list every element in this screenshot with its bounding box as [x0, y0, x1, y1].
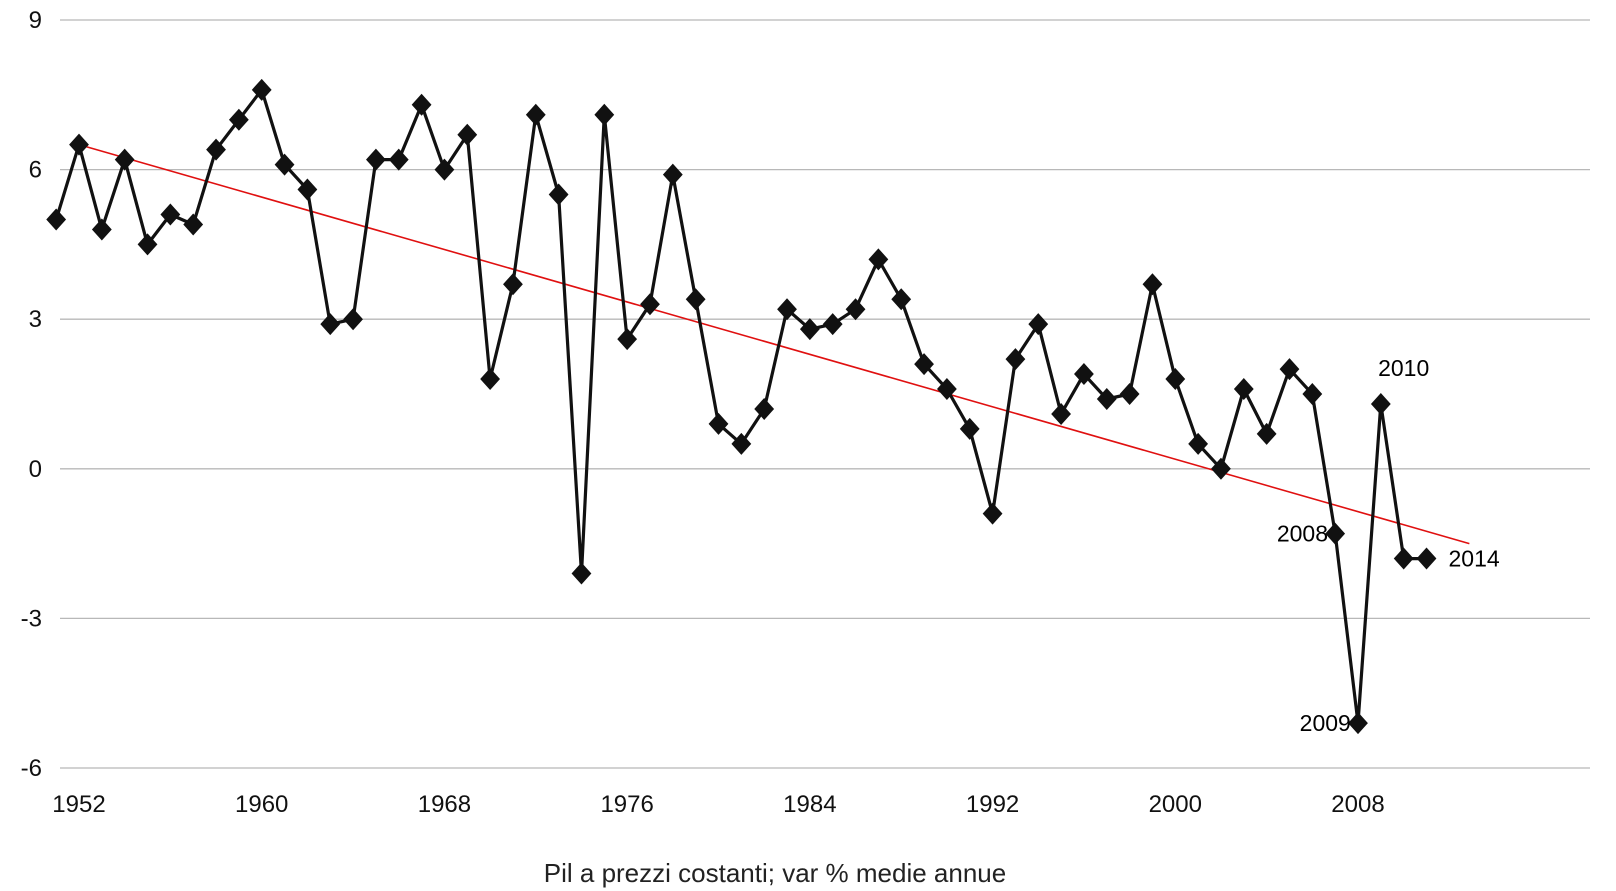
data-point-marker [320, 313, 341, 336]
data-point-marker [69, 133, 89, 156]
data-point-marker [1005, 348, 1026, 371]
annotation-label: 2009 [1300, 710, 1351, 736]
data-point-marker [640, 293, 660, 316]
data-point-marker [1325, 522, 1346, 545]
x-tick-label: 1984 [783, 791, 836, 818]
data-point-marker [411, 93, 432, 116]
y-tick-label: 0 [29, 456, 42, 483]
data-point-marker [936, 378, 957, 401]
data-point-marker [434, 158, 455, 181]
annotation-label: 2014 [1449, 546, 1500, 572]
data-point-marker [228, 108, 249, 131]
data-point-marker [777, 298, 797, 321]
data-point-marker [822, 313, 843, 336]
data-point-marker [982, 502, 1003, 525]
data-point-marker [868, 248, 889, 271]
data-point-marker [1051, 402, 1071, 425]
x-tick-label: 2008 [1331, 791, 1384, 818]
x-tick-label: 1968 [418, 791, 471, 818]
data-point-marker [1370, 392, 1391, 415]
data-point-marker [662, 163, 683, 186]
x-tick-label: 2000 [1149, 791, 1202, 818]
data-point-marker [46, 208, 67, 231]
data-point-marker [457, 123, 478, 146]
data-point-marker [91, 218, 112, 241]
data-markers [46, 78, 1437, 735]
x-tick-label: 1952 [52, 791, 105, 818]
data-point-marker [685, 288, 706, 311]
year-annotations: 2008 2009 2010 2014 [1277, 355, 1500, 736]
data-point-marker [1256, 422, 1277, 445]
data-point-marker [1188, 432, 1209, 455]
data-point-marker [183, 213, 204, 236]
data-point-marker [1142, 273, 1163, 296]
grid-lines [60, 19, 1590, 769]
data-point-marker [1211, 457, 1231, 480]
data-point-marker [388, 148, 409, 171]
data-point-marker [708, 412, 729, 435]
data-point-marker [160, 203, 181, 226]
x-tick-label: 1960 [235, 791, 288, 818]
annotation-label: 2010 [1378, 355, 1429, 381]
y-axis-tick-labels: 9 6 3 0 -3 -6 [21, 7, 42, 782]
data-point-marker [731, 432, 752, 455]
data-point-marker [137, 233, 158, 256]
data-point-marker [1074, 363, 1094, 386]
data-point-marker [617, 328, 638, 351]
data-point-marker [1233, 378, 1254, 401]
data-point-marker [594, 103, 615, 126]
series-line [54, 88, 1427, 725]
data-point-marker [114, 148, 135, 171]
x-axis-label: Pil a prezzi costanti; var % medie annue [544, 858, 1006, 888]
y-tick-label: 6 [29, 157, 42, 184]
data-point-marker [1279, 358, 1300, 381]
data-point-marker [206, 138, 226, 161]
data-point-marker [1165, 368, 1186, 391]
annotation-label: 2008 [1277, 521, 1328, 547]
data-point-marker [1302, 383, 1323, 405]
data-point-marker [525, 103, 546, 126]
x-axis-tick-labels: 1952 1960 1968 1976 1984 1992 2000 2008 [52, 791, 1384, 818]
y-tick-label: 3 [29, 306, 42, 333]
data-point-marker [799, 318, 820, 341]
y-tick-label: -6 [21, 755, 42, 782]
x-tick-label: 1992 [966, 791, 1019, 818]
data-point-marker [1119, 383, 1140, 405]
data-point-marker [754, 397, 775, 420]
data-point-marker [571, 562, 592, 585]
data-point-marker [503, 273, 523, 296]
data-point-marker [1348, 712, 1368, 735]
y-tick-label: -3 [21, 605, 42, 632]
data-point-marker [1028, 313, 1049, 336]
y-tick-label: 9 [29, 7, 42, 34]
data-point-marker [891, 288, 912, 311]
data-point-marker [251, 78, 272, 101]
data-point-marker [343, 308, 363, 331]
data-point-marker [366, 148, 386, 171]
data-point-marker [297, 178, 318, 201]
x-tick-label: 1976 [600, 791, 653, 818]
data-point-marker [274, 153, 295, 176]
data-point-marker [1393, 547, 1414, 570]
data-point-marker [959, 417, 980, 440]
data-point-marker [480, 368, 501, 391]
data-point-marker [845, 298, 866, 321]
data-point-marker [914, 353, 934, 376]
data-point-marker [548, 183, 569, 206]
data-point-marker [1096, 387, 1117, 410]
data-point-marker [1416, 547, 1437, 570]
trend-line [78, 143, 1470, 545]
